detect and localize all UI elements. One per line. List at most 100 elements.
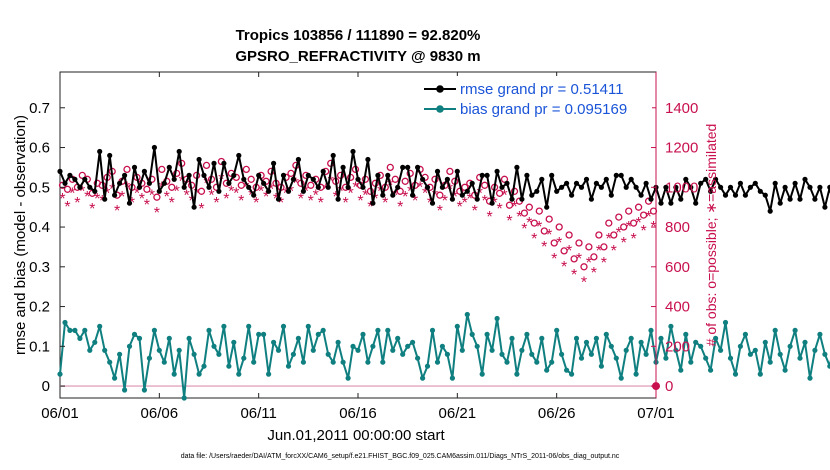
assimilated-obs-point: * <box>109 181 115 198</box>
rmse-point <box>340 164 346 170</box>
y-tick-label: 0.3 <box>29 259 50 276</box>
rmse-point <box>241 176 247 182</box>
possible-obs-point <box>123 165 131 174</box>
bias-point <box>802 339 808 345</box>
bias-point <box>315 331 321 337</box>
rmse-point <box>87 184 93 190</box>
assimilated-obs-point: * <box>477 185 483 202</box>
rmse-point <box>772 180 778 186</box>
bias-point <box>678 367 684 373</box>
possible-obs-point <box>242 165 250 174</box>
assimilated-obs-point: * <box>561 259 567 276</box>
bias-point <box>236 371 242 377</box>
rmse-point <box>246 184 252 190</box>
bias-point <box>395 335 401 341</box>
bias-point <box>117 351 123 357</box>
bias-point <box>648 327 654 333</box>
bias-point <box>92 339 98 345</box>
rmse-point <box>688 184 694 190</box>
assimilated-obs-point: * <box>104 185 110 202</box>
bias-point <box>434 359 441 365</box>
rmse-point <box>335 196 341 202</box>
rmse-point <box>112 192 118 198</box>
assimilated-obs-point: * <box>228 183 234 200</box>
bias-point <box>777 351 783 357</box>
bias-point <box>350 343 356 349</box>
bias-point <box>827 363 830 369</box>
bias-point <box>817 331 823 337</box>
bias-point <box>280 323 287 329</box>
possible-obs-point <box>620 223 628 231</box>
bias-point <box>385 327 391 333</box>
rmse-point <box>444 176 450 182</box>
possible-obs-point <box>530 219 538 227</box>
assimilated-obs-point: * <box>616 225 622 242</box>
bias-point <box>767 359 773 365</box>
bias-point <box>285 363 292 369</box>
assimilated-obs-point: * <box>551 251 557 268</box>
rmse-point <box>454 168 460 174</box>
assimilated-obs-point: * <box>626 219 632 236</box>
rmse-point <box>72 176 78 182</box>
rmse-point <box>107 152 113 159</box>
bias-point <box>256 331 262 337</box>
y2-axis-label: # of obs: o=possible; ∗=assimilated <box>703 124 719 347</box>
possible-obs-point <box>495 189 504 197</box>
rmse-point <box>415 164 421 170</box>
assimilated-obs-point: * <box>308 193 314 210</box>
possible-obs-point <box>197 187 206 195</box>
rmse-point <box>827 184 830 190</box>
assimilated-obs-point: * <box>482 193 488 210</box>
assimilated-obs-point: * <box>397 199 403 216</box>
rmse-point <box>683 176 689 182</box>
bias-point <box>742 331 749 337</box>
bias-point <box>608 343 614 349</box>
possible-obs-point <box>540 227 548 235</box>
rmse-point <box>494 168 500 174</box>
bias-point <box>97 323 103 329</box>
series-layer <box>57 144 830 401</box>
bias-point <box>82 327 88 333</box>
assimilated-obs-point: * <box>566 243 572 260</box>
possible-obs-point <box>580 263 588 271</box>
assimilated-obs-point: * <box>606 231 612 248</box>
x-tick-label: 06/21 <box>439 405 477 422</box>
y2-tick-label: 400 <box>665 299 690 316</box>
possible-obs-point <box>555 223 563 231</box>
bias-point <box>415 355 421 361</box>
bias-point <box>77 335 83 341</box>
possible-obs-point <box>575 239 583 247</box>
legend-background <box>420 76 652 120</box>
bias-point <box>405 343 411 349</box>
bias-point <box>444 351 450 357</box>
rmse-point <box>410 192 416 198</box>
assimilated-obs-point: * <box>382 195 388 212</box>
bias-point <box>479 371 485 377</box>
rmse-point <box>638 192 644 198</box>
assimilated-obs-point: * <box>521 221 527 238</box>
rmse-point <box>479 172 485 178</box>
rmse-point <box>598 184 605 190</box>
assimilated-obs-point: * <box>352 179 358 196</box>
x-tick-label: 06/01 <box>41 405 79 422</box>
rmse-point <box>564 180 570 186</box>
rmse-point <box>236 152 242 159</box>
bias-point <box>266 371 272 377</box>
bias-point <box>454 323 460 329</box>
rmse-point <box>261 180 267 186</box>
y-tick-label: 0.7 <box>29 100 50 117</box>
bias-point <box>618 375 624 381</box>
y-axis-label: rmse and bias (model - observation) <box>12 115 29 355</box>
rmse-point <box>131 164 138 170</box>
possible-obs-point <box>570 255 578 263</box>
possible-obs-point <box>545 215 553 223</box>
assimilated-obs-point: * <box>591 265 597 282</box>
rmse-point <box>117 180 123 186</box>
x-tick-label: 06/11 <box>240 405 276 422</box>
assimilated-obs-point: * <box>183 187 189 204</box>
bias-point <box>221 323 227 329</box>
assimilated-obs-point: * <box>99 193 105 210</box>
bias-point <box>216 351 222 357</box>
bias-point <box>757 371 763 377</box>
